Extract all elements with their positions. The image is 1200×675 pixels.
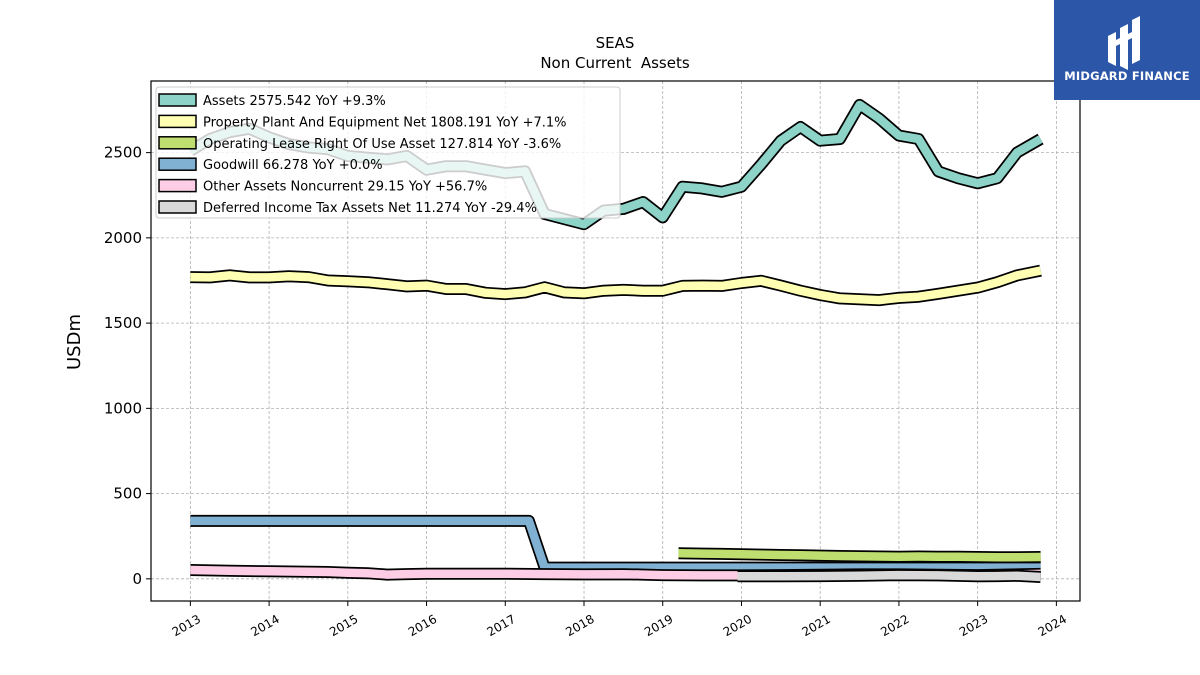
x-tick-label: 2017 [485, 612, 518, 639]
x-tick-label: 2013 [170, 612, 203, 639]
legend-swatch [158, 200, 197, 214]
brand-logo: MIDGARD FINANCE [1054, 0, 1200, 100]
series-line [678, 549, 1041, 562]
plot-frame [150, 80, 1081, 602]
series-6 [737, 569, 1041, 583]
series-2 [190, 264, 1042, 307]
x-tick-label: 2020 [721, 612, 754, 639]
y-tick-label: 0 [132, 570, 142, 588]
y-tick-label: 500 [113, 485, 142, 503]
x-tick-label: 2022 [878, 612, 911, 639]
x-tick-label: 2014 [248, 612, 281, 639]
series-3 [678, 547, 1041, 564]
y-tick-label: 2000 [104, 229, 142, 247]
x-tick-label: 2023 [957, 612, 990, 639]
legend-swatch [158, 114, 197, 129]
legend-swatch [158, 136, 197, 150]
x-tick-label: 2015 [327, 612, 360, 639]
y-tick-label: 1000 [104, 399, 142, 417]
series-line [190, 266, 1042, 305]
x-tick-label: 2024 [1036, 612, 1069, 639]
legend-label: Goodwill 66.278 YoY +0.0% [203, 158, 383, 173]
y-tick-label: 2500 [104, 144, 142, 162]
legend-box [155, 86, 621, 219]
legend-swatch [158, 178, 197, 193]
chart-subtitle: Non Current Assets [540, 54, 690, 72]
legend-label: Other Assets Noncurrent 29.15 YoY +56.7% [203, 180, 487, 195]
legend-label: Assets 2575.542 YoY +9.3% [203, 94, 386, 109]
legend-label: Deferred Income Tax Assets Net 11.274 Yo… [203, 201, 537, 216]
x-tick-label: 2021 [799, 612, 832, 639]
x-tick-label: 2019 [642, 612, 675, 639]
y-axis-label: USDm [64, 314, 85, 370]
series-line [737, 570, 1041, 582]
legend-swatch [158, 157, 197, 171]
legend-swatch [158, 93, 197, 107]
x-tick-label: 2018 [563, 612, 596, 639]
series-4 [190, 514, 1041, 574]
brand-logo-icon [1108, 16, 1140, 70]
legend-label: Property Plant And Equipment Net 1808.19… [203, 115, 567, 130]
x-tick-label: 2016 [406, 612, 439, 639]
legend: Assets 2575.542 YoY +9.3% Property Plant … [155, 86, 621, 219]
chart-title: SEAS [596, 34, 635, 52]
legend-label: Operating Lease Right Of Use Asset 127.8… [203, 137, 561, 152]
series-line [190, 516, 1041, 572]
y-tick-label: 1500 [104, 314, 142, 332]
brand-name: MIDGARD FINANCE [1064, 69, 1190, 83]
